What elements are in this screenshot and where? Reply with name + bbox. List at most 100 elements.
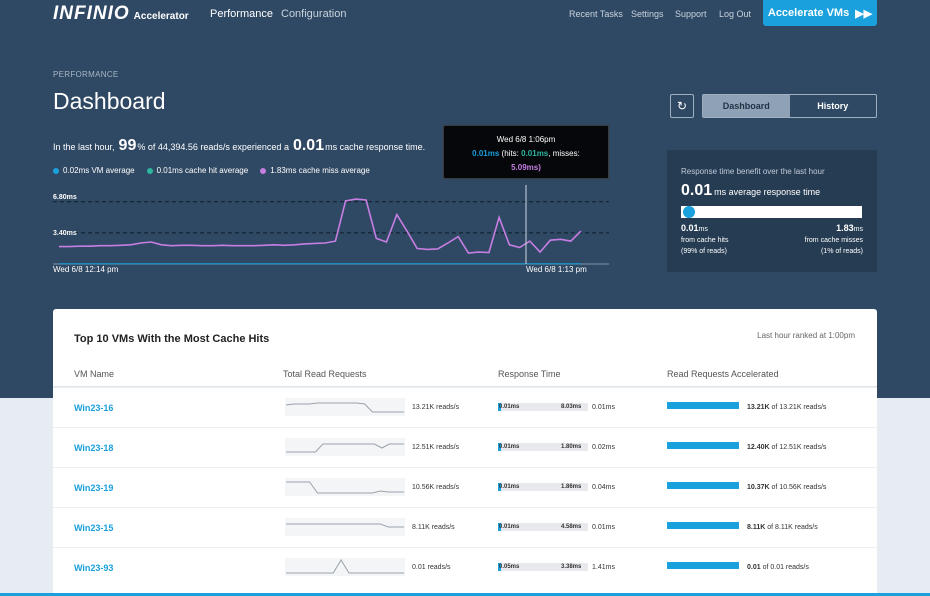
accelerated-value: 13.21K (747, 404, 770, 411)
recent-tasks-link[interactable]: Recent Tasks (569, 9, 623, 19)
benefit-bar (681, 206, 862, 218)
tooltip-date: Wed 6/8 1:06pm (496, 135, 556, 144)
cache-miss-line2: (1% of reads) (820, 248, 863, 255)
total-reads: 8.11K reads/s (412, 524, 455, 531)
total-reads: 12.51K reads/s (412, 444, 460, 451)
summary-prefix: In the last hour, (53, 142, 115, 152)
response-time-marker (498, 523, 501, 531)
accelerated-text: 13.21K of 13.21K reads/s (747, 404, 826, 411)
sparkline-trace (285, 402, 404, 413)
response-time-marker (498, 563, 501, 571)
response-time-value: 0.04ms (592, 484, 615, 491)
legend-dot-green (146, 167, 153, 174)
vm-name-link[interactable]: Win23-16 (74, 403, 114, 413)
cache-hit-unit: ms (698, 226, 708, 233)
accelerated-value: 10.37K (747, 484, 770, 491)
accelerated-total: of 13.21K reads/s (769, 404, 827, 411)
refresh-button[interactable]: ↻ (670, 94, 694, 118)
tooltip-misses: 5.09ms) (511, 163, 541, 172)
table-row: Win23-19 10.56K reads/s 0.01ms 1.86ms 0.… (53, 467, 877, 507)
benefit-average: 0.01 ms average response time (681, 182, 820, 200)
accelerated-text: 10.37K of 10.56K reads/s (747, 484, 826, 491)
response-time-high: 3.38ms (561, 564, 582, 570)
response-time-marker (498, 483, 501, 491)
infinio-logo[interactable]: INFINIO Accelerator (53, 3, 189, 27)
accelerated-bar (667, 562, 739, 569)
response-time-high: 4.58ms (561, 524, 582, 530)
response-time-bar (498, 523, 588, 531)
accelerated-value: 0.01 (747, 564, 761, 571)
accelerated-value: 12.40K (747, 444, 770, 451)
legend-dot-blue (53, 167, 59, 174)
page-title: Dashboard (53, 88, 166, 114)
accelerated-bar (667, 442, 739, 449)
settings-link[interactable]: Settings (631, 9, 664, 19)
response-time-chart[interactable] (53, 185, 609, 270)
accelerated-text: 0.01 of 0.01 reads/s (747, 564, 809, 571)
response-time-marker (498, 443, 501, 451)
cache-hit-line2: (99% of reads) (681, 248, 727, 255)
y-tick-label: 6.80ms (53, 194, 77, 201)
summary-sentence: In the last hour, 99 % of 44,394.56 read… (53, 137, 425, 155)
benefit-bar-marker (682, 206, 695, 218)
chart-legend: 0.02ms VM average 0.01ms cache hit avera… (53, 166, 370, 175)
accelerate-vms-button[interactable]: Accelerate VMs ▶▶ (763, 0, 877, 26)
summary-time: 0.01 (292, 137, 325, 154)
accelerated-bar (667, 482, 739, 489)
response-time-high: 8.03ms (561, 404, 582, 410)
column-header-vm-name[interactable]: VM Name (74, 369, 115, 379)
view-toggle: Dashboard History (702, 94, 877, 118)
response-time-low: 0.01ms (499, 444, 520, 450)
support-link[interactable]: Support (675, 9, 707, 19)
tooltip-hits: 0.01ms (521, 149, 549, 158)
legend-vm-average: 0.02ms VM average (53, 166, 135, 175)
table-row: Win23-18 12.51K reads/s 0.01ms 1.80ms 0.… (53, 427, 877, 467)
accelerated-bar (667, 402, 739, 409)
table-row: Win23-93 0.01 reads/s 0.05ms 3.38ms 1.41… (53, 547, 877, 587)
logo-product: Accelerator (133, 11, 189, 22)
accelerated-value: 8.11K (747, 524, 766, 531)
table-row: Win23-15 8.11K reads/s 0.01ms 4.58ms 0.0… (53, 507, 877, 547)
response-time-bar (498, 403, 588, 411)
tab-history[interactable]: History (817, 101, 849, 111)
response-time-value: 1.41ms (592, 564, 615, 571)
accelerated-total: of 10.56K reads/s (769, 484, 827, 491)
cache-hit-line1: from cache hits (681, 237, 729, 244)
vm-name-link[interactable]: Win23-18 (74, 443, 114, 453)
response-time-value: 0.01ms (592, 524, 615, 531)
table-row: Win23-16 13.21K reads/s 0.01ms 8.03ms 0.… (53, 387, 877, 427)
sparkline-trace (286, 523, 404, 528)
logout-link[interactable]: Log Out (719, 9, 752, 19)
x-tick-label: Wed 6/8 1:13 pm (526, 265, 587, 274)
y-tick-label: 3.40ms (53, 230, 77, 237)
vm-name-link[interactable]: Win23-15 (74, 523, 114, 533)
response-time-high: 1.86ms (561, 484, 582, 490)
x-tick-label: Wed 6/8 12:14 pm (53, 265, 119, 274)
sparkline-background (285, 478, 405, 496)
sparkline (285, 558, 405, 576)
column-header-response-time[interactable]: Response Time (498, 369, 561, 379)
summary-time-suffix: ms cache response time. (325, 142, 426, 152)
vm-name-link[interactable]: Win23-93 (74, 563, 114, 573)
nav-performance[interactable]: Performance (210, 8, 273, 20)
column-header-total-reads[interactable]: Total Read Requests (283, 369, 367, 379)
legend-cache-hit-average: 0.01ms cache hit average (146, 166, 248, 175)
vm-name-link[interactable]: Win23-19 (74, 483, 114, 493)
response-time-high: 1.80ms (561, 444, 582, 450)
benefit-panel: Response time benefit over the last hour… (667, 150, 877, 272)
refresh-icon: ↻ (676, 99, 688, 113)
sparkline (285, 398, 405, 416)
nav-configuration[interactable]: Configuration (281, 8, 347, 20)
response-time-bar (498, 443, 588, 451)
total-reads: 0.01 reads/s (412, 564, 451, 571)
total-reads: 10.56K reads/s (412, 484, 460, 491)
column-header-accelerated[interactable]: Read Requests Accelerated (667, 369, 779, 379)
response-time-value: 0.02ms (592, 444, 615, 451)
tab-dashboard[interactable]: Dashboard (703, 95, 790, 117)
accelerate-vms-label: Accelerate VMs (767, 7, 850, 19)
tooltip-vm: 0.01ms (472, 149, 500, 158)
accelerated-total: of 0.01 reads/s (760, 564, 809, 571)
response-time-value: 0.01ms (592, 404, 615, 411)
cache-miss-series-line (59, 198, 582, 254)
sparkline-trace (286, 481, 404, 494)
